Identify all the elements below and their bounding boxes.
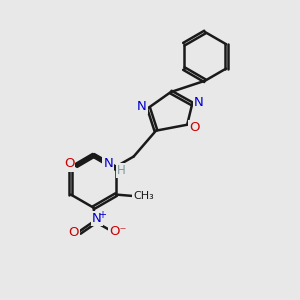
Text: O⁻: O⁻ bbox=[109, 225, 127, 238]
Text: N: N bbox=[194, 96, 204, 109]
Text: CH₃: CH₃ bbox=[133, 191, 154, 201]
Text: O: O bbox=[189, 121, 200, 134]
Text: +: + bbox=[98, 210, 106, 220]
Text: N: N bbox=[103, 157, 113, 170]
Text: N: N bbox=[92, 212, 102, 225]
Text: O: O bbox=[69, 226, 79, 238]
Text: H: H bbox=[117, 164, 126, 177]
Text: O: O bbox=[64, 158, 74, 170]
Text: N: N bbox=[137, 100, 147, 113]
